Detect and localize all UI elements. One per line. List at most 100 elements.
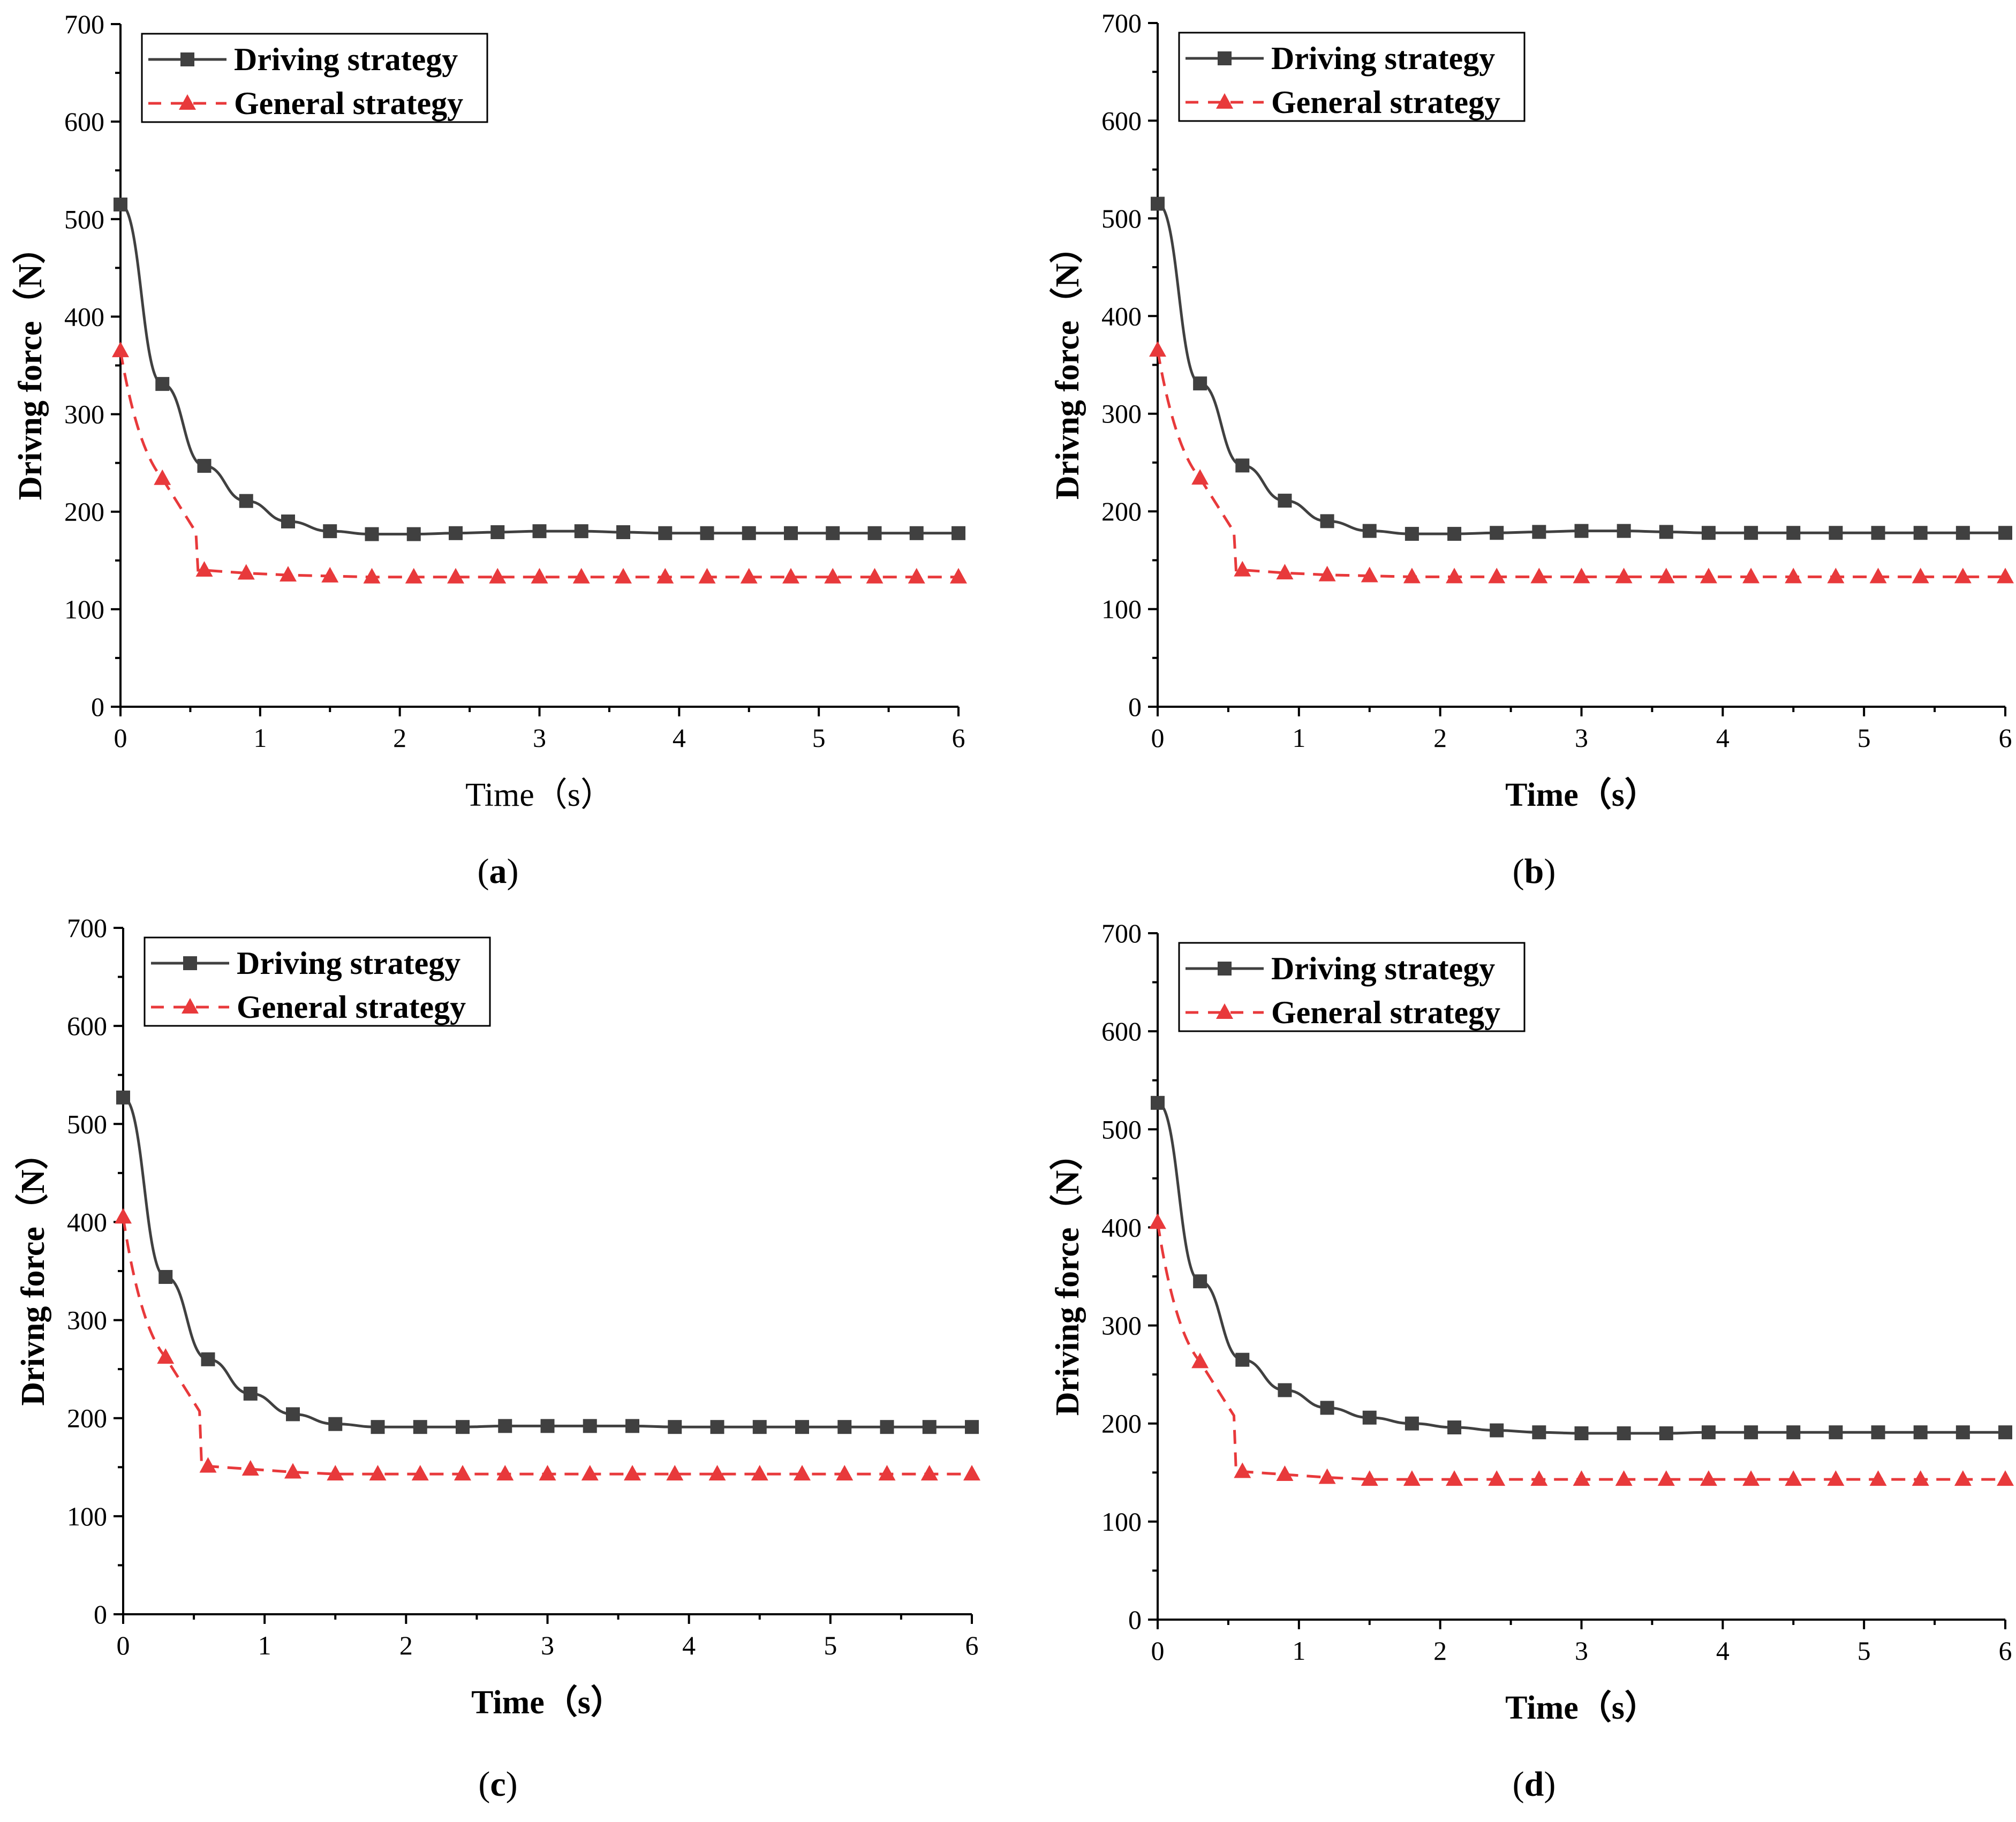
data-point-driving-c bbox=[286, 1407, 300, 1422]
x-tick-label-a: 2 bbox=[393, 723, 406, 753]
y-tick-label-d: 500 bbox=[1101, 1114, 1142, 1144]
y-axis-label-b: Drivng force（N） bbox=[1048, 230, 1086, 500]
x-tick-label-c: 3 bbox=[541, 1630, 554, 1660]
legend-marker-general-c bbox=[182, 998, 199, 1014]
data-point-driving-a bbox=[155, 377, 170, 391]
series-driving-d bbox=[1151, 1095, 2012, 1441]
data-point-driving-d bbox=[1574, 1426, 1589, 1441]
data-point-driving-d bbox=[1193, 1274, 1207, 1289]
data-point-general-d bbox=[1361, 1470, 1378, 1486]
data-point-general-c bbox=[411, 1465, 429, 1481]
data-point-general-b bbox=[1530, 568, 1548, 584]
legend-b: Driving strategy General strategy bbox=[1178, 32, 1526, 122]
data-point-driving-d bbox=[1532, 1425, 1546, 1440]
data-point-driving-b bbox=[1362, 524, 1377, 538]
data-point-driving-d bbox=[1659, 1426, 1673, 1441]
data-point-driving-a bbox=[700, 526, 714, 540]
y-tick-label-c: 100 bbox=[67, 1501, 107, 1531]
y-axis-label-c: Drivng force（N） bbox=[14, 1136, 51, 1405]
data-point-driving-b bbox=[1913, 526, 1928, 540]
data-point-driving-b bbox=[1701, 526, 1716, 540]
x-axis-label-d: Time（s） bbox=[1505, 1689, 1658, 1726]
data-point-general-c bbox=[199, 1457, 217, 1473]
data-point-general-c bbox=[496, 1465, 514, 1481]
y-tick-label-d: 700 bbox=[1101, 918, 1142, 948]
data-point-driving-d bbox=[1362, 1410, 1377, 1425]
y-tick-label-a: 200 bbox=[64, 497, 104, 527]
data-point-general-c bbox=[666, 1465, 684, 1481]
x-tick-label-b: 4 bbox=[1716, 723, 1730, 753]
y-tick-label-a: 0 bbox=[91, 692, 104, 722]
series-driving-b bbox=[1151, 196, 2012, 541]
data-point-driving-a bbox=[574, 524, 588, 539]
data-point-general-c bbox=[581, 1465, 599, 1481]
x-tick-label-c: 5 bbox=[824, 1630, 837, 1660]
data-point-driving-c bbox=[371, 1420, 385, 1434]
data-point-general-b bbox=[1573, 568, 1590, 584]
data-point-driving-b bbox=[1998, 526, 2012, 540]
data-point-general-a bbox=[489, 568, 507, 584]
data-point-general-d bbox=[1997, 1470, 2014, 1486]
data-point-driving-a bbox=[449, 526, 463, 540]
data-point-general-b bbox=[1912, 568, 1929, 584]
caption-d-letter: d bbox=[1524, 1765, 1544, 1804]
x-tick-label-d: 0 bbox=[1151, 1636, 1165, 1666]
data-point-general-b bbox=[1700, 568, 1717, 584]
data-point-general-a bbox=[656, 568, 674, 584]
y-tick-label-c: 300 bbox=[67, 1305, 107, 1335]
data-point-general-a bbox=[782, 568, 799, 584]
data-point-general-b bbox=[1657, 568, 1675, 584]
x-axis-label-b: Time（s） bbox=[1505, 776, 1658, 813]
x-tick-label-a: 5 bbox=[812, 723, 826, 753]
data-point-driving-c bbox=[752, 1420, 767, 1434]
data-point-driving-d bbox=[1320, 1401, 1334, 1415]
y-tick-label-a: 300 bbox=[64, 399, 104, 429]
legend-marker-driving-a bbox=[180, 52, 194, 66]
data-point-driving-b bbox=[1151, 196, 1165, 211]
data-point-driving-d bbox=[1913, 1425, 1928, 1440]
data-point-driving-a bbox=[323, 524, 337, 539]
data-point-general-b bbox=[1742, 568, 1760, 584]
y-tick-label-b: 500 bbox=[1101, 203, 1142, 233]
y-tick-label-a: 400 bbox=[64, 301, 104, 331]
caption-d: (d) bbox=[1512, 1765, 1556, 1804]
x-tick-label-b: 1 bbox=[1292, 723, 1305, 753]
data-point-driving-b bbox=[1320, 514, 1334, 528]
data-point-driving-a bbox=[742, 526, 756, 540]
data-point-driving-a bbox=[490, 525, 505, 539]
data-point-driving-b bbox=[1574, 524, 1589, 538]
data-point-driving-c bbox=[880, 1420, 894, 1434]
x-tick-label-d: 2 bbox=[1433, 1636, 1447, 1666]
y-tick-label-b: 700 bbox=[1101, 8, 1142, 38]
x-tick-label-a: 1 bbox=[253, 723, 267, 753]
y-tick-label-c: 500 bbox=[67, 1109, 107, 1139]
y-tick-label-d: 100 bbox=[1101, 1507, 1142, 1537]
data-point-general-d bbox=[1700, 1470, 1717, 1486]
x-tick-label-d: 6 bbox=[1999, 1636, 2012, 1666]
data-point-driving-a bbox=[909, 526, 924, 540]
legend-marker-driving-b bbox=[1218, 51, 1232, 65]
legend-c: Driving strategy General strategy bbox=[144, 936, 491, 1027]
data-point-driving-d bbox=[1151, 1095, 1165, 1110]
data-point-driving-c bbox=[540, 1419, 555, 1433]
y-tick-label-b: 300 bbox=[1101, 399, 1142, 429]
data-point-general-d bbox=[1488, 1470, 1506, 1486]
data-point-general-d bbox=[1446, 1470, 1463, 1486]
caption-c-letter: c bbox=[490, 1765, 506, 1804]
x-tick-label-d: 1 bbox=[1292, 1636, 1305, 1666]
chart-c: 0 1 2 3 4 5 6 0 100 200 300 400 500 600 700 Time（s） Driv… bbox=[14, 913, 980, 1721]
legend-label-driving-c: Driving strategy bbox=[237, 946, 460, 981]
data-point-driving-b bbox=[1786, 526, 1801, 540]
data-point-general-d bbox=[1403, 1470, 1421, 1486]
data-point-driving-a bbox=[532, 524, 547, 539]
data-point-driving-d bbox=[1871, 1425, 1885, 1440]
data-point-general-d bbox=[1234, 1462, 1251, 1478]
legend-box-c bbox=[144, 936, 491, 1027]
series-line-b bbox=[1156, 350, 2005, 578]
data-point-general-c bbox=[963, 1465, 980, 1481]
series-line-d bbox=[1156, 1222, 2005, 1481]
caption-a: (a) bbox=[477, 852, 519, 891]
x-tick-label-b: 0 bbox=[1151, 723, 1165, 753]
y-tick-label-a: 600 bbox=[64, 107, 104, 137]
y-tick-label-d: 600 bbox=[1101, 1016, 1142, 1046]
